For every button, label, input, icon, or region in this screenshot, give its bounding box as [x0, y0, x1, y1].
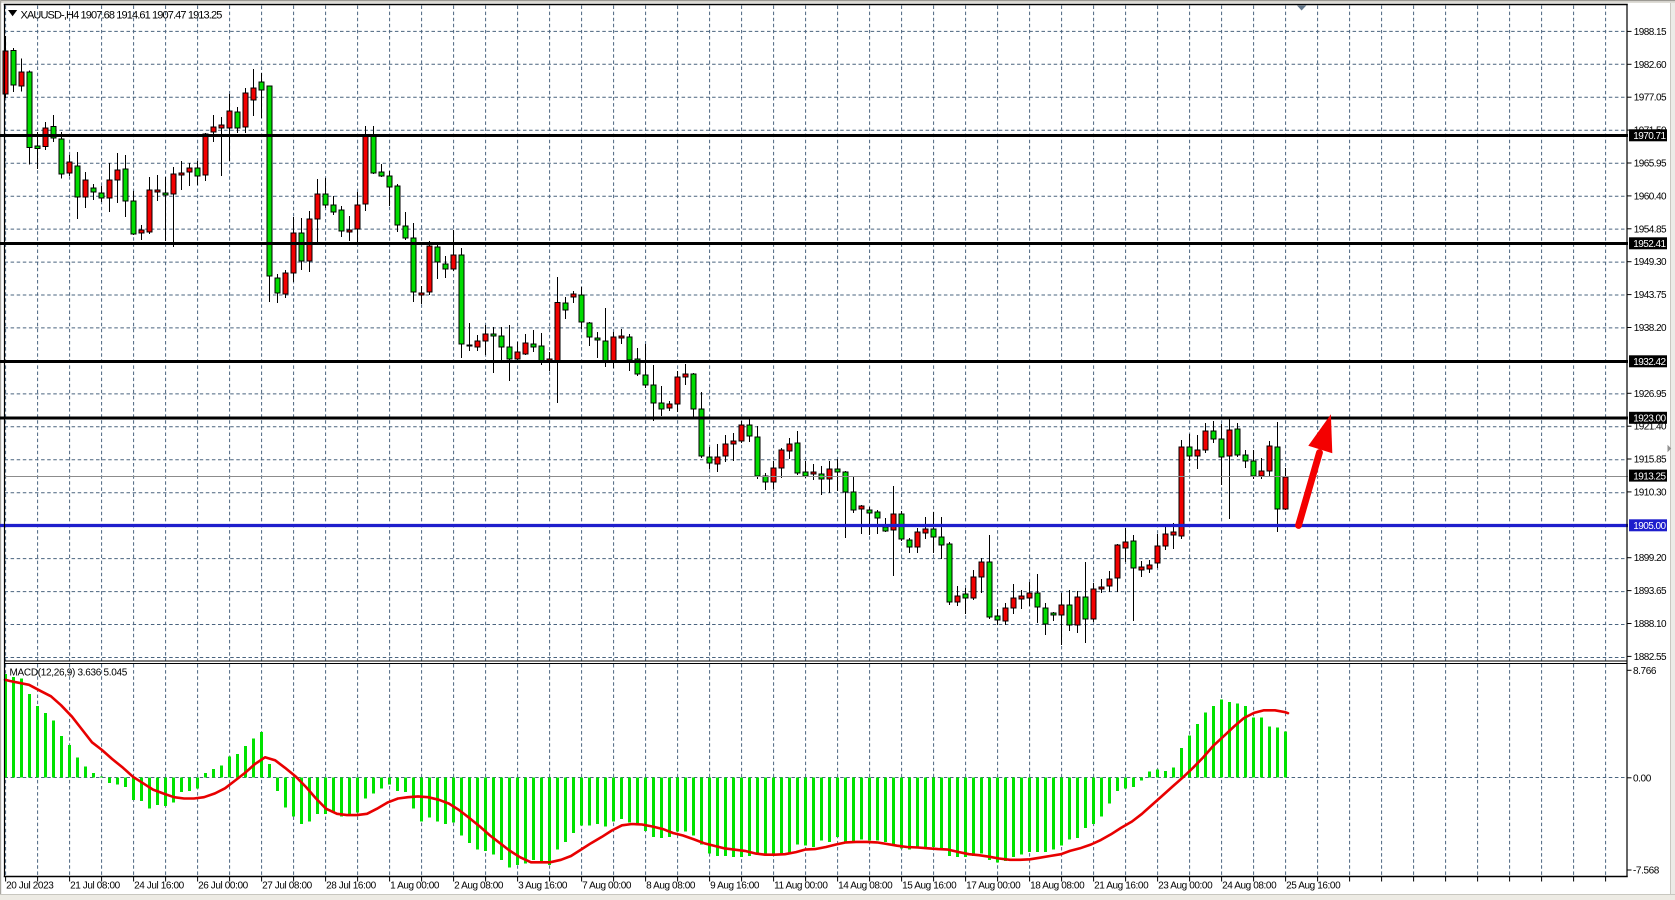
svg-text:26 Jul 00:00: 26 Jul 00:00: [198, 881, 249, 892]
svg-text:1915.85: 1915.85: [1634, 455, 1667, 466]
svg-text:21 Aug 16:00: 21 Aug 16:00: [1094, 881, 1149, 892]
svg-text:27 Jul 08:00: 27 Jul 08:00: [262, 881, 313, 892]
svg-text:28 Jul 16:00: 28 Jul 16:00: [326, 881, 377, 892]
svg-text:1910.30: 1910.30: [1634, 487, 1667, 498]
svg-text:18 Aug 08:00: 18 Aug 08:00: [1030, 881, 1085, 892]
svg-text:1899.20: 1899.20: [1634, 553, 1667, 564]
svg-text:1954.85: 1954.85: [1634, 224, 1667, 235]
svg-text:24 Aug 08:00: 24 Aug 08:00: [1222, 881, 1277, 892]
svg-text:1893.65: 1893.65: [1634, 586, 1667, 597]
svg-text:20 Jul 2023: 20 Jul 2023: [6, 881, 54, 892]
svg-text:1943.75: 1943.75: [1634, 290, 1667, 301]
svg-text:25 Aug 16:00: 25 Aug 16:00: [1286, 881, 1341, 892]
svg-text:14 Aug 08:00: 14 Aug 08:00: [838, 881, 893, 892]
svg-text:8.766: 8.766: [1633, 666, 1657, 677]
svg-text:1926.95: 1926.95: [1634, 389, 1667, 400]
svg-text:1970.71: 1970.71: [1633, 131, 1666, 142]
svg-text:21 Jul 08:00: 21 Jul 08:00: [70, 881, 121, 892]
svg-text:0.00: 0.00: [1633, 773, 1652, 784]
svg-text:1888.10: 1888.10: [1634, 619, 1667, 630]
svg-text:XAUUSD-,H4 1907.68 1914.61 19: XAUUSD-,H4 1907.68 1914.61 1907.47 1913.…: [21, 9, 223, 21]
svg-text:1988.15: 1988.15: [1634, 27, 1667, 38]
svg-text:2 Aug 08:00: 2 Aug 08:00: [454, 881, 504, 892]
svg-text:23 Aug 00:00: 23 Aug 00:00: [1158, 881, 1213, 892]
svg-text:1949.30: 1949.30: [1634, 257, 1667, 268]
svg-text:1923.00: 1923.00: [1633, 414, 1666, 425]
svg-text:1932.42: 1932.42: [1633, 357, 1666, 368]
svg-text:11 Aug 00:00: 11 Aug 00:00: [774, 881, 828, 892]
svg-text:1882.55: 1882.55: [1634, 652, 1667, 663]
svg-text:1938.20: 1938.20: [1634, 323, 1667, 334]
svg-text:1 Aug 00:00: 1 Aug 00:00: [390, 881, 440, 892]
svg-text:17 Aug 00:00: 17 Aug 00:00: [966, 881, 1021, 892]
svg-text:3 Aug 16:00: 3 Aug 16:00: [518, 881, 568, 892]
svg-text:MACD(12,26,9) 3.636 5.045: MACD(12,26,9) 3.636 5.045: [10, 668, 128, 679]
svg-text:24 Jul 16:00: 24 Jul 16:00: [134, 881, 185, 892]
svg-text:1977.05: 1977.05: [1634, 93, 1667, 104]
svg-text:1982.60: 1982.60: [1634, 60, 1667, 71]
svg-text:1965.95: 1965.95: [1634, 159, 1667, 170]
svg-text:1905.00: 1905.00: [1633, 521, 1666, 532]
svg-text:-7.568: -7.568: [1633, 866, 1660, 877]
svg-text:15 Aug 16:00: 15 Aug 16:00: [902, 881, 957, 892]
svg-text:9 Aug 16:00: 9 Aug 16:00: [710, 881, 760, 892]
svg-text:1960.40: 1960.40: [1634, 191, 1667, 202]
svg-text:1913.25: 1913.25: [1633, 471, 1666, 482]
svg-text:8 Aug 08:00: 8 Aug 08:00: [646, 881, 696, 892]
svg-text:7 Aug 00:00: 7 Aug 00:00: [582, 881, 632, 892]
svg-text:1921.40: 1921.40: [1634, 422, 1667, 433]
svg-text:1952.41: 1952.41: [1633, 239, 1666, 250]
